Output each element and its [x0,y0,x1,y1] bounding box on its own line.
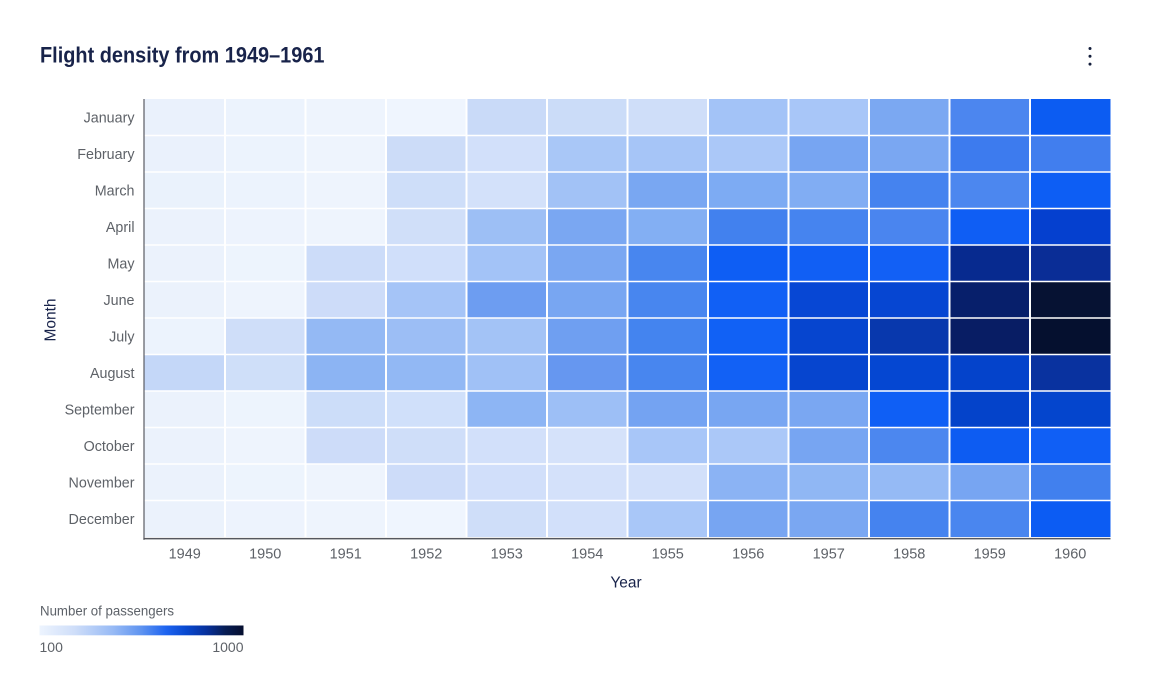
svg-text:September: September [65,402,135,418]
svg-text:January: January [84,110,136,126]
svg-text:Year: Year [610,574,641,591]
svg-text:1949: 1949 [169,547,201,563]
svg-text:August: August [90,366,135,382]
svg-text:February: February [77,147,135,163]
svg-text:March: March [95,183,135,199]
svg-text:April: April [106,220,135,236]
svg-text:May: May [107,256,135,272]
svg-text:July: July [109,329,135,345]
svg-text:1959: 1959 [974,547,1006,563]
svg-text:1960: 1960 [1054,547,1086,563]
svg-text:100: 100 [40,639,64,655]
svg-text:1958: 1958 [893,547,925,563]
svg-text:1956: 1956 [732,547,764,563]
svg-text:Number of passengers: Number of passengers [40,603,174,619]
svg-text:November: November [69,475,135,491]
svg-text:Flight density from 1949–1961: Flight density from 1949–1961 [40,43,325,68]
svg-text:1954: 1954 [571,547,603,563]
svg-text:1950: 1950 [249,547,281,563]
svg-text:1000: 1000 [212,639,243,655]
svg-text:June: June [103,293,134,309]
svg-text:1953: 1953 [491,547,523,563]
svg-text:December: December [69,512,135,528]
svg-text:October: October [84,439,135,455]
svg-text:1955: 1955 [652,547,684,563]
svg-text:1957: 1957 [813,547,845,563]
svg-text:1952: 1952 [410,547,442,563]
svg-text:Month: Month [43,298,60,341]
svg-text:1951: 1951 [330,547,362,563]
